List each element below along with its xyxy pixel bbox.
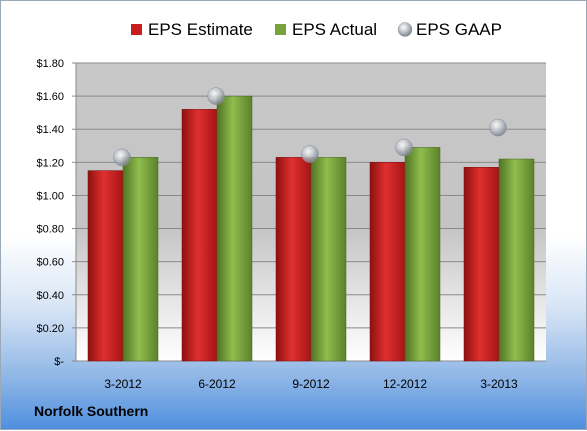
eps-actual-bar (122, 157, 159, 362)
y-tick-label: $0.80 (36, 224, 64, 236)
eps-actual-bar (216, 95, 253, 362)
eps-gaap-marker (113, 148, 131, 167)
y-tick-label: $1.20 (36, 157, 64, 169)
y-tick-label: $1.80 (36, 58, 64, 70)
eps-estimate-bar (369, 162, 406, 362)
legend-eps-estimate-label: EPS Estimate (148, 20, 253, 39)
plot-area: $- $0.20 $0.40 $0.60 $0.80 $1.00 $1.20 $1.40 $1.… (36, 58, 546, 391)
legend-eps-estimate-swatch (131, 24, 142, 35)
x-tick-label: 9-2012 (292, 377, 330, 391)
legend-eps-actual-label: EPS Actual (292, 20, 377, 39)
y-tick-label: $0.60 (36, 257, 64, 269)
eps-gaap-marker (489, 118, 507, 137)
x-tick-label: 3-2013 (480, 377, 518, 391)
y-tick-label: $0.20 (36, 323, 64, 335)
eps-gaap-marker (301, 145, 319, 163)
company-name: Norfolk Southern (34, 403, 149, 419)
y-tick-label: $1.00 (36, 190, 64, 202)
y-tick-label: $1.40 (36, 124, 64, 136)
chart-legend: EPS Estimate EPS Actual EPS GAAP (131, 20, 502, 39)
y-tick-label: $- (54, 356, 64, 368)
eps-estimate-bar (275, 157, 312, 362)
x-tick-label: 3-2012 (104, 377, 142, 391)
eps-actual-bar (310, 157, 347, 362)
eps-estimate-bar (87, 170, 124, 362)
eps-actual-bar (498, 158, 535, 362)
legend-eps-gaap-label: EPS GAAP (416, 20, 502, 39)
eps-actual-bar (404, 147, 441, 362)
y-tick-label: $1.60 (36, 91, 64, 103)
y-tick-label: $0.40 (36, 290, 64, 302)
eps-gaap-marker (395, 138, 413, 157)
eps-estimate-bar (181, 109, 218, 362)
legend-eps-actual-swatch (275, 24, 286, 35)
x-tick-label: 12-2012 (383, 377, 427, 391)
x-tick-label: 6-2012 (198, 377, 236, 391)
eps-gaap-marker (207, 87, 225, 105)
eps-estimate-bar (463, 167, 500, 362)
legend-eps-gaap-swatch (397, 22, 413, 37)
